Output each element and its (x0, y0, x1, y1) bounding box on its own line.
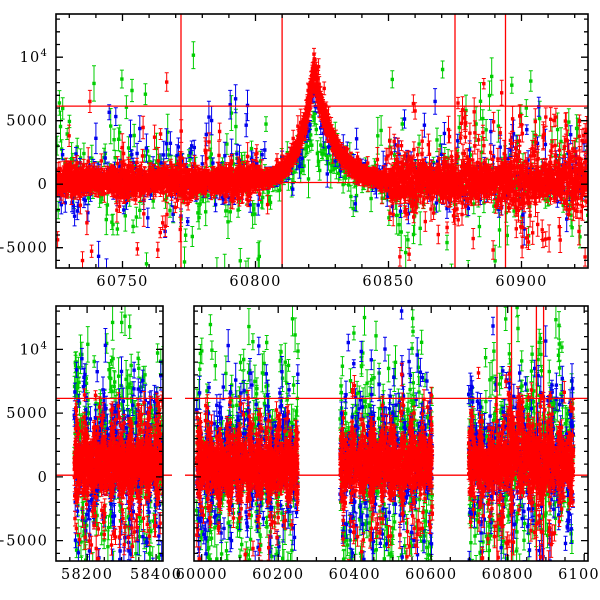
series-red-bottom-panel (72, 362, 576, 561)
tick-marks (194, 306, 588, 561)
x-tick-label: 60200 (252, 567, 304, 583)
tick-marks (56, 306, 163, 561)
y-tick-label: 104 (20, 340, 48, 358)
panel-box (55, 13, 589, 269)
guide-lines-top-panel (56, 14, 588, 268)
panel-box (55, 305, 164, 562)
x-tick-label: 60800 (229, 274, 281, 290)
y-tick-label: −5000 (0, 534, 48, 550)
y-tick-label: 0 (38, 177, 48, 193)
y-tick-label: 104 (20, 48, 48, 66)
x-tick-label: 60850 (362, 274, 414, 290)
x-tick-label: 61000 (558, 567, 600, 583)
points-green (72, 306, 576, 561)
x-tick-label: 60000 (176, 567, 228, 583)
x-tick-label: 58200 (61, 567, 113, 583)
x-tick-label: 60900 (495, 274, 547, 290)
guide-lines-bottom-panel (56, 306, 588, 561)
x-tick-label: 60800 (482, 567, 534, 583)
y-tick-label: 5000 (6, 114, 48, 130)
axes-top-panel: 60750 60800 60850 60900 104 5000 0 −5000 (0, 13, 589, 290)
y-tick-label: −5000 (0, 241, 48, 257)
x-tick-label: 60750 (96, 274, 148, 290)
y-tick-label: 5000 (6, 406, 48, 422)
x-tick-label: 60400 (329, 567, 381, 583)
tick-marks (56, 14, 588, 268)
x-tick-label: 60600 (405, 567, 457, 583)
points-red (72, 371, 576, 561)
x-tick-label: 58400 (130, 567, 182, 583)
y-tick-label: 0 (38, 470, 48, 486)
panel-box (193, 305, 589, 562)
